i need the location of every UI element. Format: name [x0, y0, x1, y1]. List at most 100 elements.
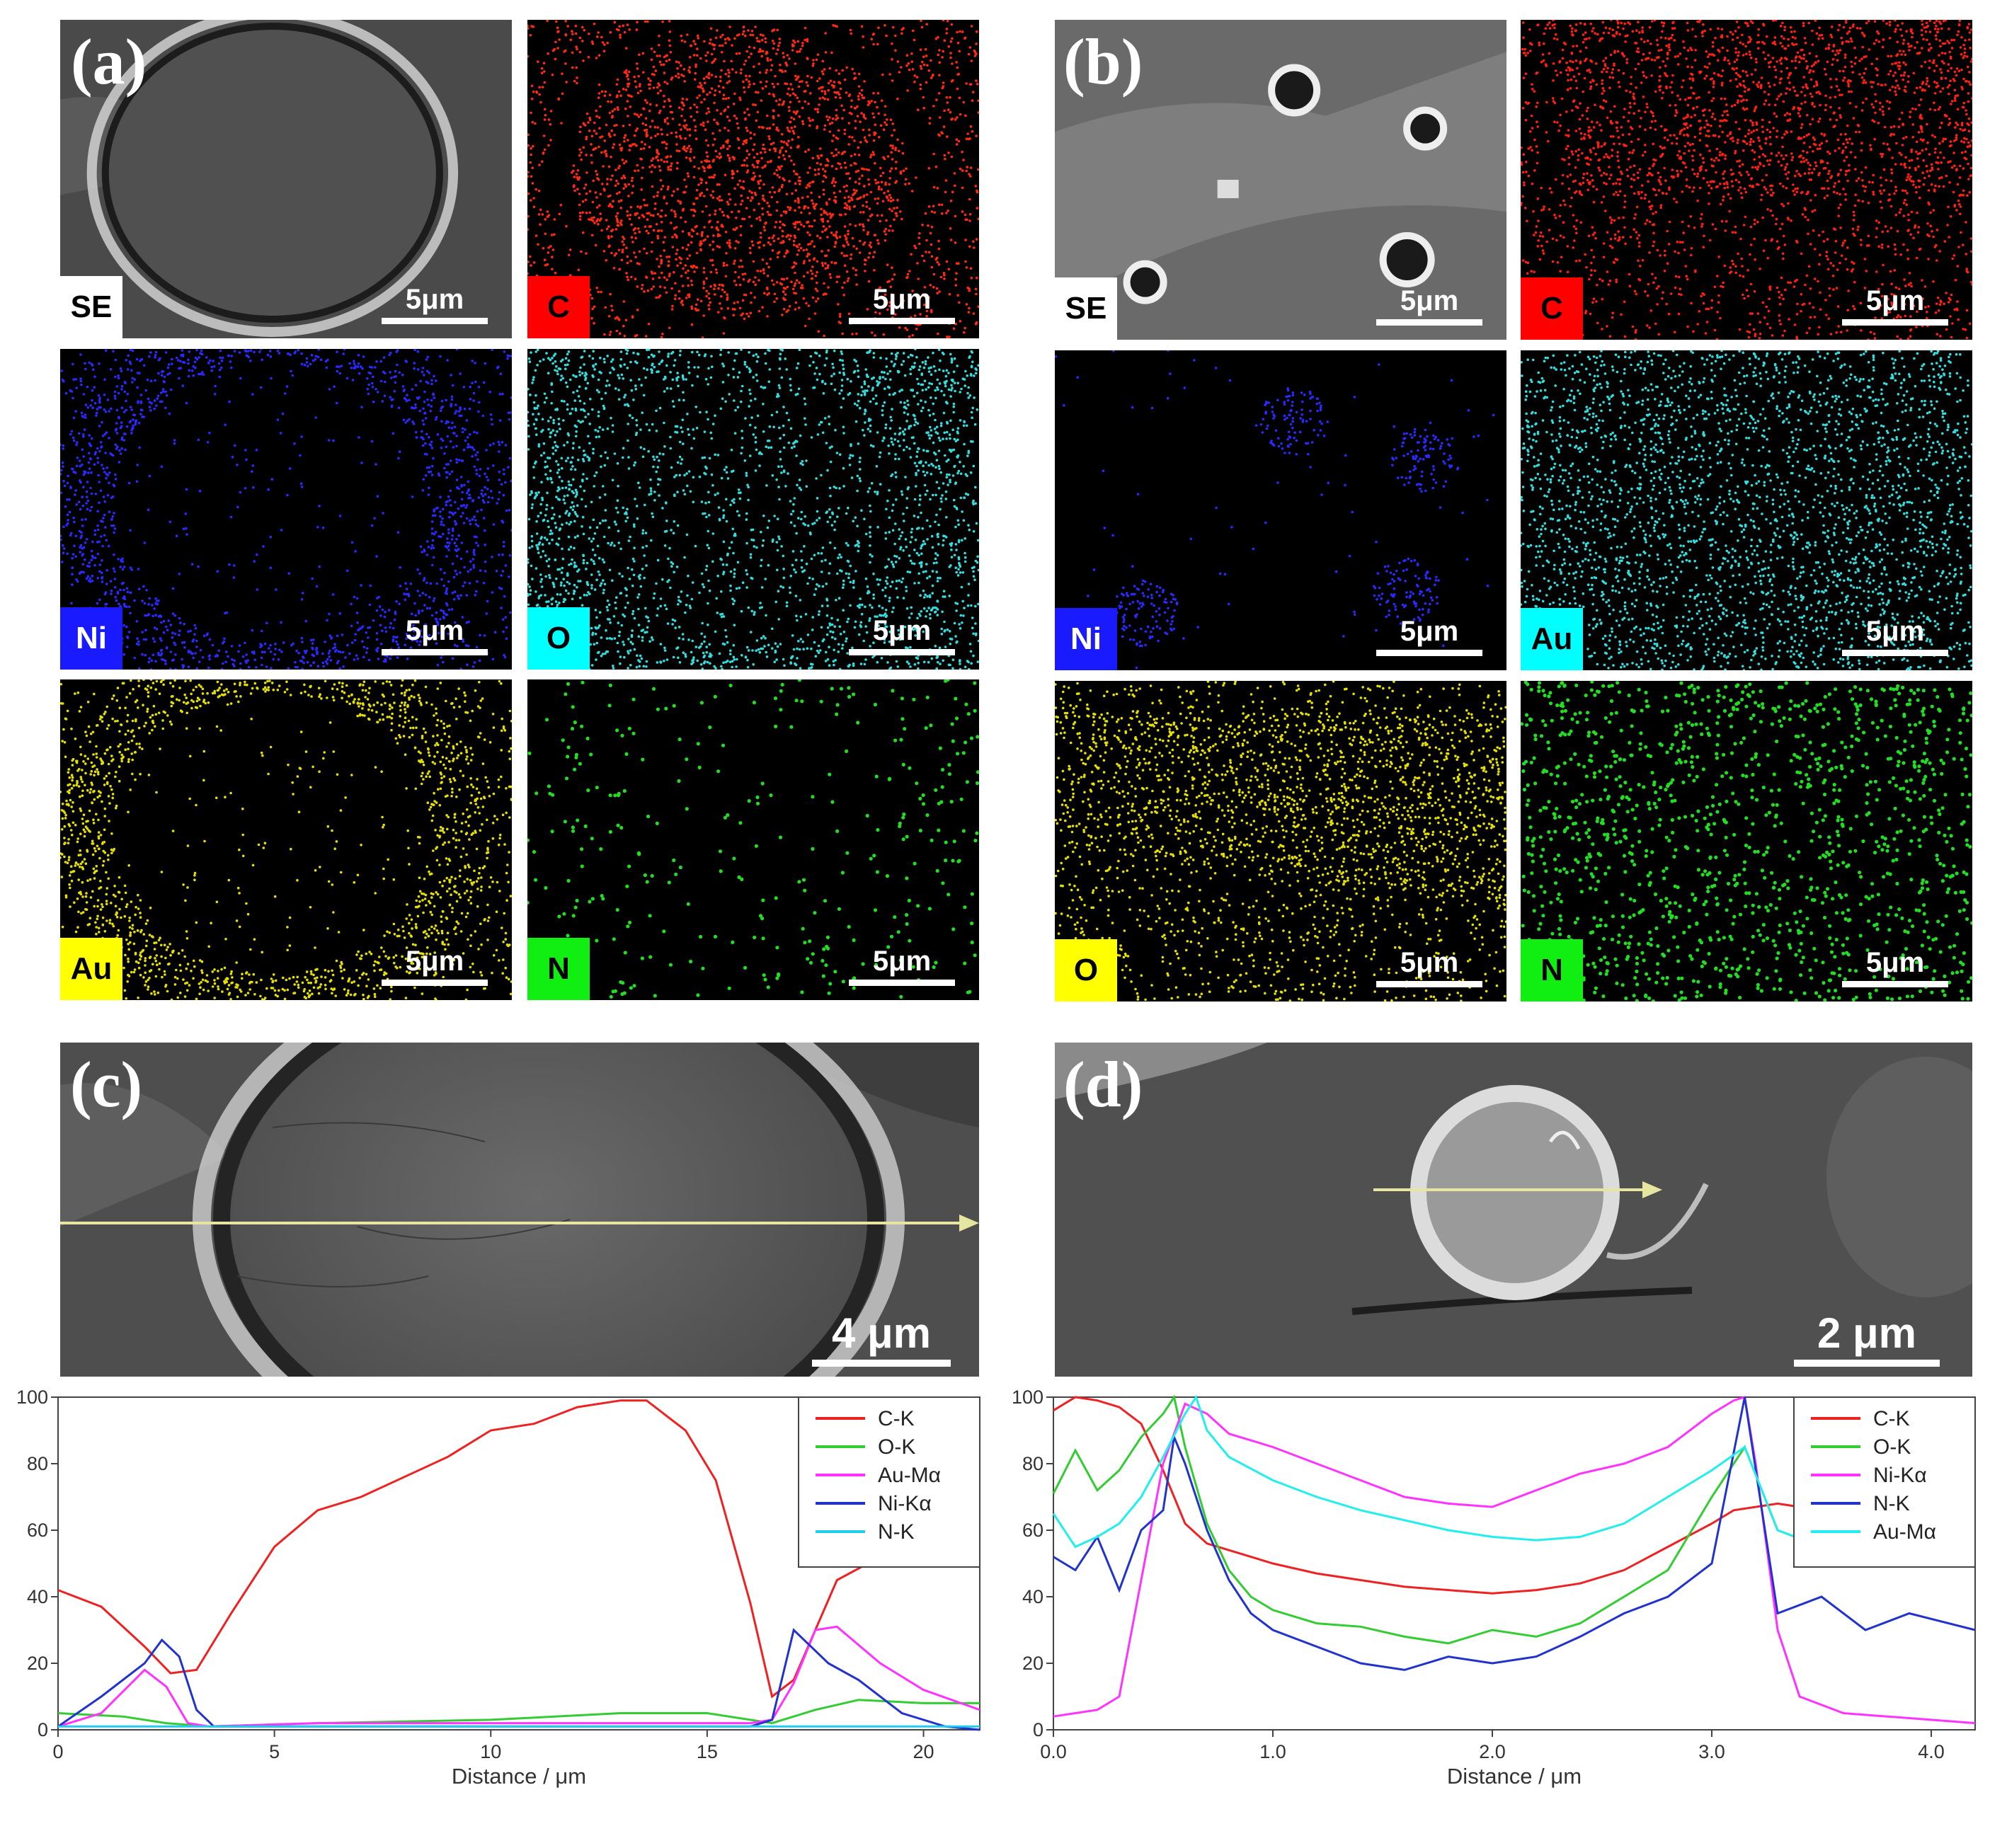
scale-bar-c: 4 μm	[812, 1310, 951, 1367]
element-label: SE	[60, 276, 122, 338]
scale-text: 5μm	[872, 284, 932, 315]
scale-text: 5μm	[1865, 947, 1925, 978]
y-tick-label: 20	[27, 1653, 48, 1674]
series-line	[1053, 1396, 1976, 1671]
y-tick-label: 0	[1033, 1719, 1043, 1740]
scale-text: 5μm	[872, 615, 932, 646]
map-tile-b-se: SE 5μm	[1055, 20, 1506, 340]
y-tick-label: 100	[16, 1387, 48, 1408]
x-tick-label: 4.0	[1918, 1741, 1945, 1762]
y-tick-label: 20	[1022, 1653, 1043, 1674]
element-label: SE	[1055, 277, 1117, 340]
y-tick-label: 0	[38, 1719, 48, 1740]
scale-line	[1842, 650, 1948, 656]
element-label: Au	[60, 938, 122, 1000]
scale-line-d	[1794, 1360, 1940, 1367]
map-tile-b-o: O 5μm	[1055, 681, 1506, 1002]
scale-bar: 5μm	[1376, 285, 1482, 326]
map-tile-a-se: SE 5μm	[60, 20, 512, 338]
x-tick-label: 2.0	[1479, 1741, 1506, 1762]
map-tile-b-c: C 5μm	[1521, 20, 1972, 340]
scale-line	[1376, 319, 1482, 326]
scale-text-c: 4 μm	[831, 1309, 932, 1357]
y-tick-label: 60	[1022, 1520, 1043, 1541]
scale-bar-d: 2 μm	[1794, 1310, 1940, 1367]
x-axis-label: Distance / μm	[452, 1764, 586, 1789]
scale-line-c	[812, 1360, 951, 1367]
scale-line	[382, 649, 488, 655]
legend	[1793, 1396, 1976, 1568]
map-graphic	[60, 679, 512, 1000]
scale-text: 5μm	[405, 284, 464, 315]
map-graphic	[527, 20, 979, 338]
x-tick-label: 15	[697, 1741, 718, 1762]
map-tile-b-au: Au 5μm	[1521, 350, 1972, 670]
scale-text: 5μm	[405, 946, 464, 977]
y-tick-label: 40	[1022, 1586, 1043, 1607]
map-graphic	[527, 349, 979, 670]
scale-bar: 5μm	[382, 946, 488, 986]
scale-text: 5μm	[872, 946, 932, 977]
x-axis-label: Distance / μm	[1447, 1764, 1582, 1789]
scale-bar: 5μm	[849, 284, 955, 324]
map-graphic	[1055, 350, 1506, 670]
element-label: C	[1521, 277, 1583, 340]
legend-label: Au-Mα	[1873, 1520, 1936, 1544]
panel-letter-c: (c)	[70, 1048, 143, 1120]
element-label: Au	[1521, 608, 1583, 670]
series-line	[1052, 1394, 1975, 1565]
scale-line	[1376, 981, 1482, 987]
scale-line	[849, 318, 955, 324]
map-graphic	[1055, 681, 1506, 1002]
scale-bar: 5μm	[849, 615, 955, 655]
x-tick-label: 0.0	[1040, 1741, 1067, 1762]
scale-text: 5μm	[1865, 616, 1925, 647]
scale-line	[382, 318, 488, 324]
element-label: Ni	[1055, 608, 1117, 670]
legend	[798, 1396, 980, 1568]
y-tick-label: 60	[27, 1520, 48, 1541]
panel-letter-a: (a)	[71, 25, 147, 98]
legend-label: Ni-Kα	[878, 1492, 932, 1515]
scale-text: 5μm	[1400, 947, 1459, 978]
legend-label: N-K	[878, 1520, 915, 1544]
panel-letter-d: (d)	[1063, 1048, 1143, 1120]
y-tick-label: 40	[27, 1586, 48, 1607]
scale-text: 5μm	[1400, 285, 1459, 316]
chart-svg: 0 5 10 15 20 0 20 40 60 80 100 Distance / μm C-K O-K A…	[16, 1387, 980, 1789]
x-tick-label: 3.0	[1698, 1741, 1725, 1762]
map-tile-a-n: N 5μm	[527, 679, 979, 1000]
scale-bar: 5μm	[1842, 616, 1948, 656]
x-tick-label: 20	[913, 1741, 934, 1762]
scale-bar: 5μm	[1376, 616, 1482, 656]
element-label: O	[1055, 939, 1117, 1002]
x-tick-label: 5	[269, 1741, 280, 1762]
legend-label: O-K	[1873, 1435, 1911, 1459]
line-scan-chart-c: 0 5 10 15 20 0 20 40 60 80 100 Distance / μm C-K O-K A…	[0, 1380, 991, 1848]
scale-line	[849, 980, 955, 986]
scale-bar: 5μm	[849, 946, 955, 986]
x-tick-label: 0	[52, 1741, 63, 1762]
map-graphic	[60, 349, 512, 670]
y-tick-label: 80	[1022, 1453, 1043, 1474]
series-line	[1053, 1396, 1976, 1725]
legend-label: C-K	[1873, 1407, 1910, 1430]
legend-label: N-K	[1873, 1492, 1910, 1515]
map-tile-a-au: Au 5μm	[60, 679, 512, 1000]
legend-label: C-K	[878, 1407, 915, 1430]
map-tile-b-n: N 5μm	[1521, 681, 1972, 1002]
map-graphic	[527, 679, 979, 1000]
panel-letter-b: (b)	[1063, 25, 1143, 98]
scale-bar: 5μm	[382, 284, 488, 324]
sem-image-d-graphic	[1055, 1043, 1972, 1377]
element-label: N	[527, 938, 590, 1000]
series-line	[57, 1699, 980, 1728]
scale-bar: 5μm	[1376, 947, 1482, 987]
legend-label: O-K	[878, 1435, 915, 1459]
scale-bar: 5μm	[1842, 947, 1948, 987]
legend-label: Ni-Kα	[1873, 1464, 1927, 1487]
scale-line	[1842, 981, 1948, 987]
scale-line	[1842, 319, 1948, 326]
element-label: Ni	[60, 607, 122, 670]
map-tile-a-o: O 5μm	[527, 349, 979, 670]
